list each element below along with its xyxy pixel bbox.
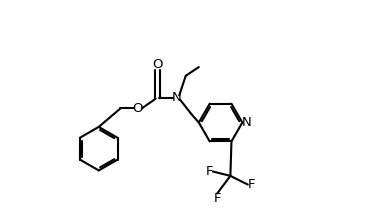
Text: F: F [214,192,221,205]
Text: O: O [132,102,143,115]
Text: F: F [248,178,255,191]
Text: N: N [242,116,251,129]
Text: O: O [152,58,163,71]
Text: N: N [172,91,182,104]
Text: F: F [205,165,213,178]
